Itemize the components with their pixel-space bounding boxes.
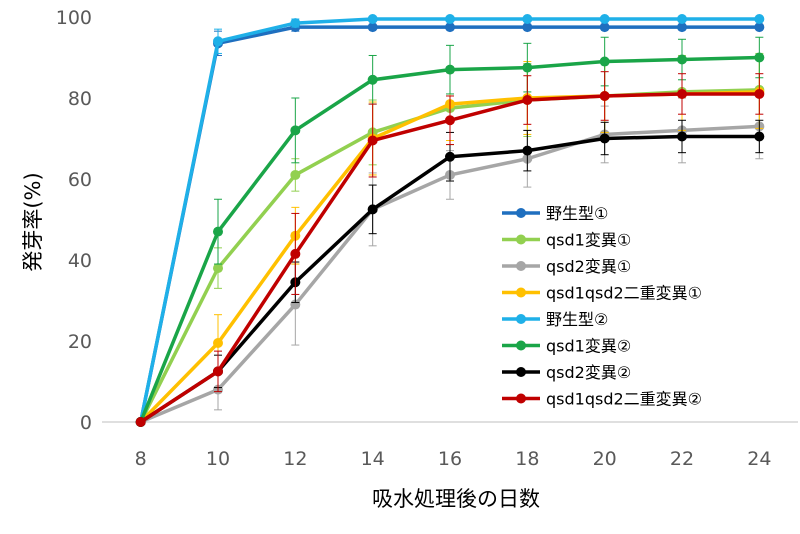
data-point [677, 131, 687, 142]
data-point [677, 54, 687, 65]
data-point [754, 88, 765, 99]
data-point [677, 22, 687, 33]
legend: 野生型① qsd1変異① qsd2変異① qsd1qsd2二重変異① 野生型② qsd1変… [494, 196, 766, 414]
x-tick-label: 10 [206, 448, 230, 470]
data-point [367, 14, 378, 25]
data-point [522, 145, 533, 156]
legend-item: 野生型② [502, 310, 608, 329]
data-point [213, 366, 223, 377]
data-point [367, 74, 378, 85]
data-point [213, 338, 223, 349]
y-tick-label: 80 [68, 88, 92, 110]
x-tick-label: 14 [361, 448, 385, 470]
legend-item: qsd2変異② [502, 363, 631, 382]
data-point [599, 14, 610, 25]
data-point [445, 115, 455, 126]
y-axis-title: 発芽率(%) [21, 172, 45, 271]
legend-swatch-marker [516, 234, 526, 245]
data-point [290, 248, 301, 259]
x-axis-ticks: 8 10 12 14 16 18 20 22 24 [135, 448, 772, 470]
data-point [135, 417, 146, 427]
data-point [754, 22, 765, 33]
x-tick-label: 8 [135, 448, 147, 470]
x-tick-label: 24 [747, 448, 771, 470]
data-point [290, 125, 301, 136]
legend-item: qsd1変異① [502, 231, 631, 250]
legend-swatch-marker [516, 393, 526, 404]
legend-background [494, 196, 766, 414]
legend-swatch-marker [516, 261, 526, 271]
data-point [599, 133, 610, 144]
legend-swatch-marker [516, 287, 526, 298]
series-layer [135, 14, 765, 427]
data-point [677, 14, 687, 25]
data-point [445, 151, 455, 162]
legend-item: qsd1変異② [502, 337, 631, 356]
legend-swatch-marker [516, 340, 526, 351]
data-point [754, 52, 765, 63]
y-tick-label: 100 [56, 7, 92, 29]
legend-swatch-marker [516, 314, 526, 324]
data-point [522, 95, 533, 106]
legend-item: qsd2変異① [502, 257, 631, 276]
x-tick-label: 18 [515, 448, 539, 470]
legend-item: 野生型① [502, 204, 608, 223]
data-point [599, 56, 610, 67]
legend-label: qsd2変異① [546, 257, 631, 276]
legend-item: qsd1qsd2二重変異② [502, 390, 702, 409]
x-tick-label: 20 [593, 448, 617, 470]
data-point [445, 64, 455, 75]
legend-label: qsd1qsd2二重変異① [546, 284, 702, 303]
legend-label: qsd2変異② [546, 363, 631, 382]
data-point [522, 62, 533, 73]
data-point [522, 22, 533, 33]
data-point [599, 22, 610, 33]
data-point [522, 14, 533, 25]
y-axis-ticks: 0 20 40 60 80 100 [56, 7, 92, 434]
data-point [367, 22, 378, 33]
legend-label: qsd1変異① [546, 231, 631, 250]
series-7 [135, 119, 765, 427]
y-tick-label: 20 [68, 331, 92, 353]
data-point [213, 226, 223, 237]
y-tick-label: 0 [80, 412, 92, 434]
series-8 [135, 71, 765, 427]
legend-label: qsd1変異② [546, 337, 631, 356]
data-point [445, 14, 455, 25]
data-point [213, 36, 223, 47]
legend-label: 野生型① [546, 204, 608, 223]
x-tick-label: 12 [283, 448, 307, 470]
y-tick-label: 40 [68, 250, 92, 272]
data-point [290, 18, 301, 29]
x-axis-title: 吸水処理後の日数 [372, 487, 540, 511]
legend-item: qsd1qsd2二重変異① [502, 284, 702, 303]
legend-swatch-marker [516, 208, 526, 218]
data-point [367, 204, 378, 215]
data-point [290, 169, 301, 180]
data-point [754, 14, 765, 25]
data-point [754, 131, 765, 142]
x-tick-label: 22 [670, 448, 694, 470]
data-point [599, 90, 610, 101]
data-point [677, 88, 687, 99]
legend-label: qsd1qsd2二重変異② [546, 390, 702, 409]
y-tick-label: 60 [68, 169, 92, 191]
x-tick-label: 16 [438, 448, 462, 470]
data-point [367, 135, 378, 146]
legend-swatch-marker [516, 367, 526, 377]
data-point [445, 22, 455, 33]
legend-label: 野生型② [546, 310, 608, 329]
data-point [213, 263, 223, 274]
